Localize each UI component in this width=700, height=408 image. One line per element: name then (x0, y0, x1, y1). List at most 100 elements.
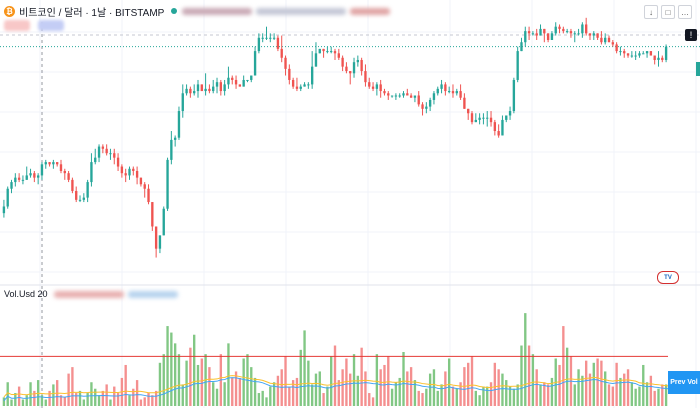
candle-body (120, 166, 124, 174)
tradingview-logo-icon[interactable]: TV (657, 271, 679, 284)
candle-body (36, 175, 40, 178)
candle-body (611, 42, 614, 45)
candle-body (337, 53, 340, 58)
square-icon[interactable]: □ (661, 5, 675, 19)
candle-body (223, 84, 226, 92)
candle-body (402, 93, 405, 96)
more-icon[interactable]: … (678, 5, 692, 19)
symbol-label[interactable]: 비트코인 / 달러 · 1날 · BITSTAMP (19, 7, 165, 19)
candle-body (303, 84, 306, 87)
candle-body (505, 115, 508, 120)
volume-bar (139, 399, 143, 406)
candle-body (661, 57, 664, 60)
candle-body (63, 170, 66, 174)
candle-body (25, 175, 28, 180)
volume-bar (337, 380, 340, 406)
volume-bar (40, 395, 44, 406)
volume-bar (512, 388, 516, 406)
last-price-marker (696, 62, 700, 76)
candle-body (94, 157, 97, 163)
sell-button[interactable] (4, 20, 30, 31)
candle-body (204, 88, 207, 92)
candle-body (124, 173, 127, 176)
volume-ma2-line (3, 375, 690, 398)
volume-bar (478, 395, 481, 406)
volume-bar (520, 345, 523, 406)
volume-bar (322, 393, 325, 406)
candle-body (14, 177, 17, 183)
trade-buttons (4, 20, 64, 31)
candle-body (208, 88, 211, 92)
volume-bar (48, 390, 51, 406)
info-icon[interactable]: ! (685, 29, 697, 41)
arrow-down-icon[interactable]: ↓ (644, 5, 658, 19)
volume-bar (653, 390, 656, 406)
volume-bar (193, 334, 196, 406)
candle-body (489, 117, 493, 123)
volume-bar (592, 362, 595, 406)
prev-vol-button[interactable]: Prev Vol (668, 371, 700, 394)
candle-body (135, 170, 139, 178)
candle-body (368, 82, 371, 87)
candle-body (257, 37, 261, 52)
candle-body (116, 157, 120, 167)
candle-body (425, 106, 428, 109)
volume-bar (661, 384, 664, 406)
volume-bar (59, 395, 63, 406)
volume-bar (94, 388, 97, 406)
volume-bar (451, 386, 455, 406)
volume-bar (501, 373, 504, 406)
candle-body (459, 91, 462, 98)
volume-bar (82, 399, 86, 406)
volume-bar (330, 356, 333, 406)
candle-body (501, 119, 504, 136)
volume-bar (584, 360, 588, 406)
candle-body (524, 31, 527, 43)
candle-body (584, 24, 588, 34)
candle-body (516, 51, 519, 80)
candle-body (67, 173, 70, 180)
ohlc-readout-blurred (182, 7, 253, 15)
volume-bar (417, 390, 420, 406)
candle-body (269, 37, 272, 39)
volume-bar (234, 371, 238, 406)
candle-body (227, 77, 230, 85)
candle-body (558, 26, 561, 29)
candle-body (356, 59, 360, 63)
volume-bar (257, 393, 261, 406)
candle-body (630, 55, 634, 57)
candle-body (75, 190, 78, 200)
candle-body (607, 37, 611, 43)
volume-bar (17, 386, 21, 406)
change-readout-blurred (350, 7, 391, 15)
volume-bar (158, 362, 162, 406)
candle-body (600, 37, 603, 43)
candle-body (546, 33, 550, 40)
candle-body (56, 162, 59, 165)
volume-bar (14, 393, 17, 406)
candle-body (147, 188, 150, 203)
candle-body (48, 162, 51, 165)
candle-body (341, 57, 344, 67)
candle-body (86, 182, 89, 198)
buy-button[interactable] (38, 20, 64, 31)
volume-bar (67, 373, 70, 406)
candle-body (596, 33, 599, 38)
volume-bar (432, 369, 436, 406)
candle-body (250, 75, 253, 80)
candle-body (493, 122, 497, 132)
candle-body (185, 88, 188, 94)
volume-bar (132, 388, 135, 406)
candle-body (383, 91, 386, 94)
volume-bar (177, 354, 181, 406)
candle-body (109, 153, 112, 155)
candle-body (390, 95, 394, 97)
volume-bar (527, 345, 531, 406)
volume-legend: Vol.Usd 20 (4, 289, 178, 299)
volume-bar (227, 343, 230, 406)
candle-body (531, 33, 535, 35)
volume-bar (291, 380, 295, 406)
volume-bar (444, 371, 447, 406)
candle-body (200, 84, 203, 92)
